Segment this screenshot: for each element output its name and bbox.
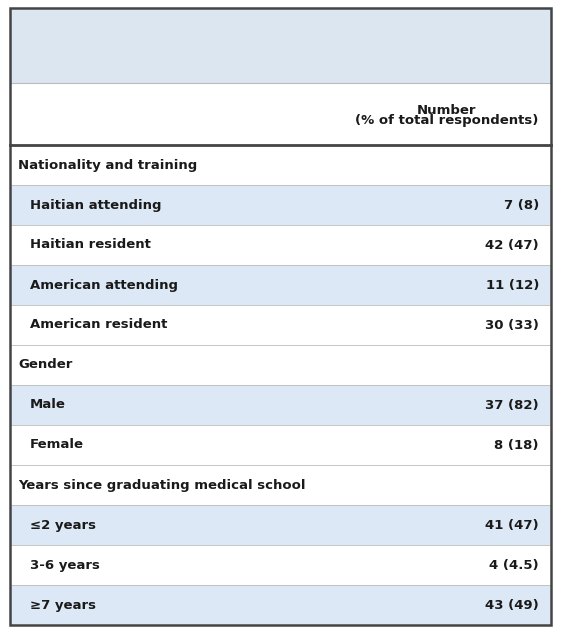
Text: 7 (8): 7 (8)	[504, 199, 539, 211]
Text: ≤2 years: ≤2 years	[30, 518, 96, 532]
Text: 11 (12): 11 (12)	[486, 279, 539, 292]
Text: Years since graduating medical school: Years since graduating medical school	[18, 479, 306, 491]
Bar	[10, 385, 551, 425]
Text: 37 (82): 37 (82)	[485, 399, 539, 411]
Text: 42 (47): 42 (47)	[485, 239, 539, 251]
Bar	[10, 545, 551, 585]
Text: 3-6 years: 3-6 years	[30, 558, 100, 572]
Bar	[10, 425, 551, 465]
Bar	[10, 305, 551, 345]
Text: 41 (47): 41 (47)	[485, 518, 539, 532]
Bar	[10, 8, 551, 83]
Text: (% of total respondents): (% of total respondents)	[355, 114, 539, 127]
Text: 4 (4.5): 4 (4.5)	[489, 558, 539, 572]
Text: Male: Male	[30, 399, 66, 411]
Bar	[10, 225, 551, 265]
Text: Haitian resident: Haitian resident	[30, 239, 151, 251]
Bar	[10, 265, 551, 305]
Text: Number: Number	[417, 104, 477, 116]
Text: 30 (33): 30 (33)	[485, 318, 539, 332]
Text: Nationality and training: Nationality and training	[18, 158, 197, 172]
Text: Female: Female	[30, 439, 84, 451]
Bar	[10, 185, 551, 225]
Bar	[10, 465, 551, 505]
Text: 8 (18): 8 (18)	[494, 439, 539, 451]
Text: American attending: American attending	[30, 279, 178, 292]
Text: Haitian attending: Haitian attending	[30, 199, 162, 211]
Text: ≥7 years: ≥7 years	[30, 598, 96, 611]
Bar	[10, 505, 551, 545]
Bar	[10, 345, 551, 385]
Bar	[10, 585, 551, 625]
Bar	[10, 145, 551, 185]
Text: Gender: Gender	[18, 358, 72, 372]
Bar	[10, 83, 551, 145]
Text: American resident: American resident	[30, 318, 167, 332]
Text: 43 (49): 43 (49)	[485, 598, 539, 611]
